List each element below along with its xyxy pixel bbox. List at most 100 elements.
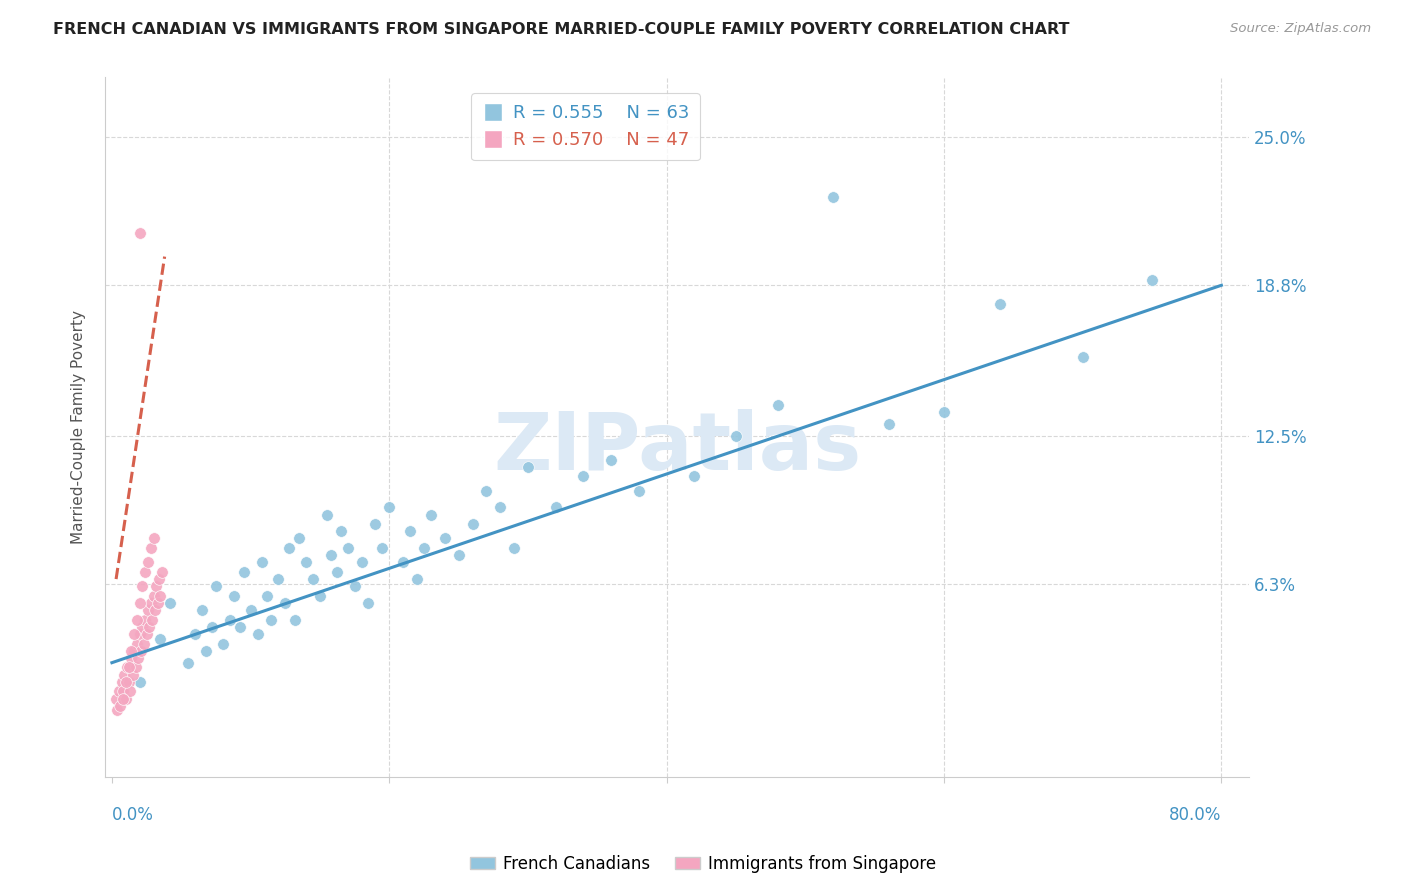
Point [128,674,150,689]
Point [122,644,145,658]
Point [517,459,540,474]
Point [932,405,955,419]
Point [108,684,131,698]
Point [129,644,152,658]
Point [205,579,228,593]
Point [309,589,332,603]
Point [136,603,159,617]
Point [218,613,240,627]
Point [110,698,132,713]
Point [112,667,135,681]
Point [267,572,290,586]
Legend: R = 0.555    N = 63, R = 0.570    N = 47: R = 0.555 N = 63, R = 0.570 N = 47 [471,94,700,161]
Point [413,541,436,555]
Y-axis label: Married-Couple Family Poverty: Married-Couple Family Poverty [72,310,86,544]
Point [150,565,173,579]
Point [201,620,224,634]
Point [250,555,273,569]
Point [146,596,169,610]
Point [114,674,136,689]
Point [212,637,235,651]
Point [132,637,155,651]
Point [274,596,297,610]
Point [111,691,134,706]
Point [111,684,134,698]
Point [134,565,156,579]
Point [329,524,352,539]
Point [336,541,359,555]
Text: FRENCH CANADIAN VS IMMIGRANTS FROM SINGAPORE MARRIED-COUPLE FAMILY POVERTY CORRE: FRENCH CANADIAN VS IMMIGRANTS FROM SINGA… [53,22,1070,37]
Point [724,429,747,443]
Point [315,508,337,522]
Point [877,417,900,431]
Text: 80.0%: 80.0% [1168,806,1222,824]
Point [766,398,789,412]
Point [135,627,157,641]
Point [343,579,366,593]
Point [159,596,181,610]
Point [195,644,218,658]
Point [127,651,149,665]
Point [131,579,153,593]
Point [149,589,172,603]
Point [683,469,706,483]
Point [141,613,163,627]
Point [139,596,162,610]
Point [357,596,380,610]
Point [544,500,567,515]
Point [503,541,526,555]
Point [134,613,156,627]
Point [350,555,373,569]
Point [572,469,595,483]
Text: ZIPatlas: ZIPatlas [494,409,862,487]
Text: Source: ZipAtlas.com: Source: ZipAtlas.com [1230,22,1371,36]
Point [399,524,422,539]
Point [107,703,129,717]
Text: 0.0%: 0.0% [112,806,153,824]
Point [128,627,150,641]
Point [118,684,141,698]
Point [406,572,429,586]
Point [1071,350,1094,364]
Point [143,603,166,617]
Point [120,651,142,665]
Point [114,691,136,706]
Point [138,620,160,634]
Point [184,627,207,641]
Point [325,565,347,579]
Point [419,508,441,522]
Point [136,555,159,569]
Point [139,541,162,555]
Point [148,572,170,586]
Point [239,603,262,617]
Point [246,627,269,641]
Point [128,596,150,610]
Point [256,589,278,603]
Point [433,532,456,546]
Point [117,660,139,674]
Point [124,660,146,674]
Point [115,660,138,674]
Point [128,226,150,240]
Point [145,579,167,593]
Point [988,297,1011,311]
Point [149,632,172,646]
Point [288,532,311,546]
Point [371,541,394,555]
Point [177,656,200,670]
Point [260,613,283,627]
Point [228,620,250,634]
Point [461,517,484,532]
Point [475,483,498,498]
Point [232,565,254,579]
Point [364,517,387,532]
Point [319,548,342,562]
Point [125,637,148,651]
Point [302,572,325,586]
Point [125,613,148,627]
Point [142,532,165,546]
Legend: French Canadians, Immigrants from Singapore: French Canadians, Immigrants from Singap… [463,848,943,880]
Point [191,603,214,617]
Point [117,674,139,689]
Point [131,620,153,634]
